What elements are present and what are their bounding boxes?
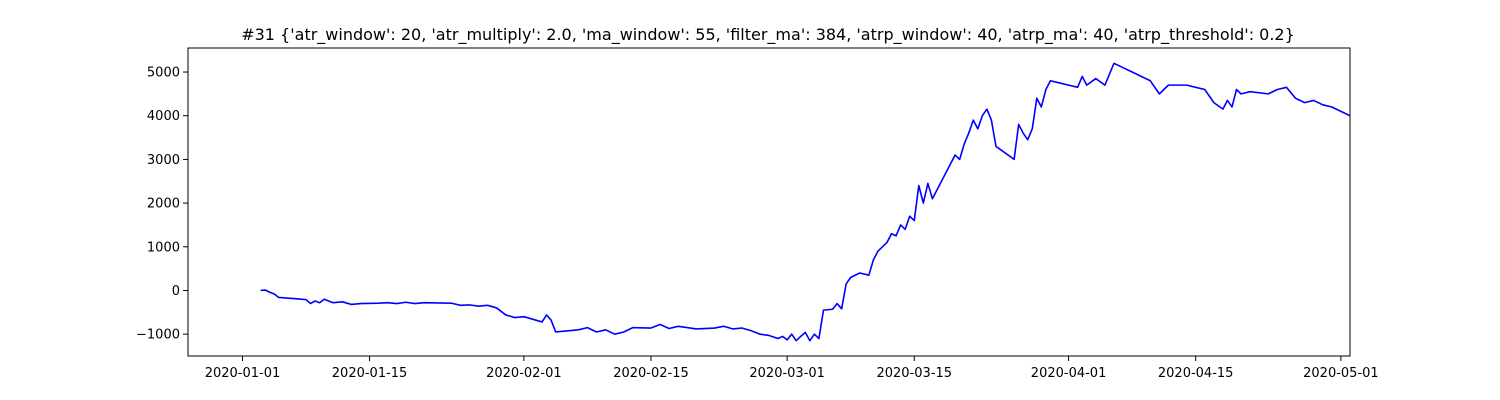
x-tick-label: 2020-01-01 bbox=[205, 366, 281, 381]
y-tick-label: 4000 bbox=[147, 109, 180, 124]
plot-area bbox=[260, 62, 1351, 342]
y-tick-label: 3000 bbox=[147, 153, 180, 168]
y-tick-label: −1000 bbox=[136, 328, 180, 343]
x-tick-label: 2020-03-01 bbox=[749, 366, 825, 381]
axes-frame bbox=[187, 47, 1351, 357]
x-tick-label: 2020-05-01 bbox=[1303, 366, 1379, 381]
x-tick-label: 2020-02-01 bbox=[486, 366, 562, 381]
x-tick-label: 2020-01-15 bbox=[332, 366, 408, 381]
x-tick-label: 2020-04-01 bbox=[1031, 366, 1107, 381]
x-tick-label: 2020-04-15 bbox=[1158, 366, 1234, 381]
series-line-0 bbox=[260, 62, 1351, 342]
y-tick-label: 0 bbox=[172, 284, 180, 299]
x-axis: 2020-01-01 2020-01-15 2020-02-01 2020-02-15… bbox=[205, 356, 1379, 381]
chart-title: #31 {'atr_window': 20, 'atr_multiply': 2… bbox=[241, 25, 1295, 45]
y-tick-label: 2000 bbox=[147, 197, 180, 212]
y-tick-label: 1000 bbox=[147, 240, 180, 255]
x-tick-label: 2020-03-15 bbox=[876, 366, 952, 381]
y-tick-label: 5000 bbox=[147, 66, 180, 81]
y-axis: −1000 0 1000 2000 3000 4000 5000 bbox=[136, 66, 188, 343]
x-tick-label: 2020-02-15 bbox=[613, 366, 689, 381]
